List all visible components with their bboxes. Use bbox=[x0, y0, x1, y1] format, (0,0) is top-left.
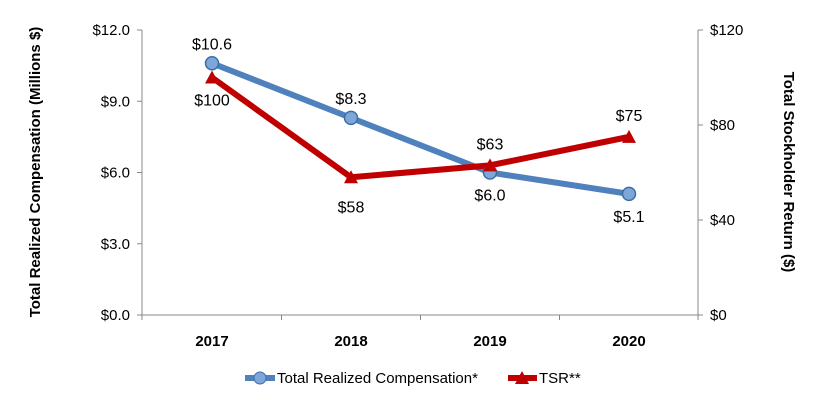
right-tick-label: $0 bbox=[710, 307, 727, 324]
legend-tsr-marker bbox=[515, 371, 529, 384]
legend-trc-marker bbox=[253, 371, 267, 385]
tsr-data-label: $58 bbox=[338, 199, 365, 216]
tsr-point bbox=[483, 158, 497, 172]
left-tick-label: $6.0 bbox=[101, 165, 130, 182]
trc-point bbox=[621, 186, 637, 202]
tsr-point bbox=[622, 129, 636, 143]
tsr-line bbox=[210, 75, 630, 181]
trc-data-label: $10.6 bbox=[192, 36, 232, 53]
trc-point bbox=[343, 110, 359, 126]
right-tick-label: $80 bbox=[710, 117, 735, 134]
right-tick-label: $40 bbox=[710, 212, 735, 229]
left-axis-title: Total Realized Compensation (Millions $) bbox=[27, 27, 44, 318]
x-tick-label: 2018 bbox=[334, 333, 367, 350]
right-tick-label: $120 bbox=[710, 22, 743, 39]
x-tick-label: 2020 bbox=[612, 333, 645, 350]
trc-line bbox=[210, 60, 630, 197]
legend-trc-label: Total Realized Compensation* bbox=[277, 370, 478, 387]
x-tick-label: 2017 bbox=[195, 333, 228, 350]
tsr-data-label: $75 bbox=[616, 108, 643, 125]
tsr-data-label: $63 bbox=[477, 136, 504, 153]
trc-data-label: $6.0 bbox=[474, 188, 505, 205]
x-tick-label: 2019 bbox=[473, 333, 506, 350]
tsr-point bbox=[205, 70, 219, 84]
tsr-data-label: $100 bbox=[194, 93, 230, 110]
right-axis-title: Total Stockholder Return ($) bbox=[780, 72, 797, 273]
left-tick-label: $0.0 bbox=[101, 307, 130, 324]
left-tick-label: $12.0 bbox=[92, 22, 130, 39]
trc-point bbox=[204, 56, 220, 71]
left-tick-label: $9.0 bbox=[101, 93, 130, 110]
tsr-point bbox=[344, 170, 358, 184]
left-tick-label: $3.0 bbox=[101, 236, 130, 253]
legend-tsr-label: TSR** bbox=[539, 370, 581, 387]
trc-data-label: $8.3 bbox=[335, 91, 366, 108]
trc-data-label: $5.1 bbox=[613, 209, 644, 226]
